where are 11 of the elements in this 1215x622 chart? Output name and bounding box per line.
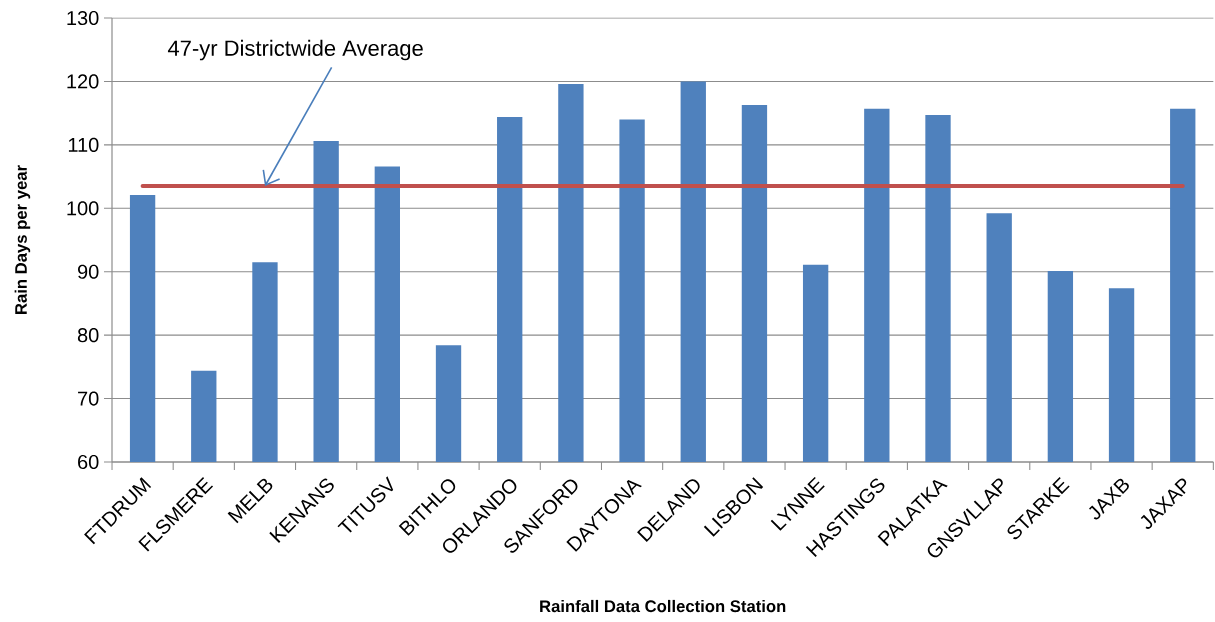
y-tick-label: 90 [77, 264, 99, 279]
annotation: 47-yr Districtwide Average [167, 39, 423, 61]
x-axis-title: Rainfall Data Collection Station [540, 599, 786, 613]
y-tick-label: 70 [78, 391, 99, 406]
y-tick-label: 110 [68, 137, 99, 152]
y-tick-label: 80 [77, 328, 99, 343]
y-axis-title: Rain Days per year [14, 165, 31, 314]
y-tick-label: 60 [78, 454, 99, 470]
y-tick-label: 130 [67, 10, 99, 26]
y-tick-label: 120 [67, 74, 99, 89]
y-tick-label: 100 [67, 201, 99, 216]
